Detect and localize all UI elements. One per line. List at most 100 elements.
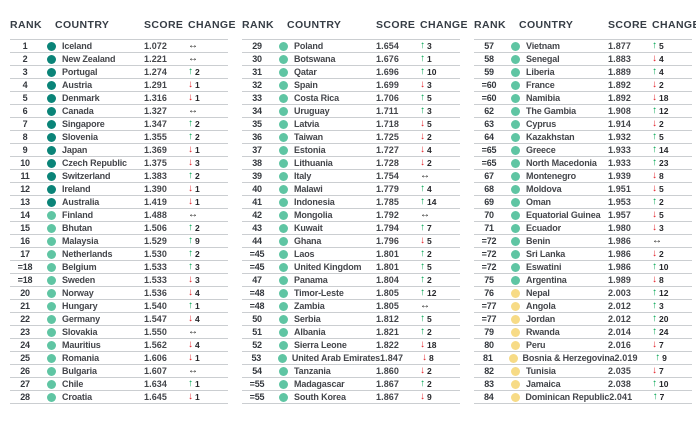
up-arrow-icon: ↑ (188, 248, 193, 259)
peace-tier-dot-icon (47, 197, 56, 207)
change-value: 5 (427, 93, 432, 103)
score-cell: 1.419 (144, 197, 168, 207)
score-cell: 1.530 (144, 249, 168, 259)
no-change-arrow-icon: ↔ (188, 105, 198, 116)
up-arrow-icon: ↑ (655, 352, 661, 363)
change-cell: ↑ 1 (420, 54, 460, 65)
score-cell: 1.654 (376, 41, 400, 51)
no-change-arrow-icon: ↔ (188, 209, 198, 220)
table-header: RANK COUNTRY SCORE CHANGE (10, 19, 236, 31)
score-cell: 1.540 (144, 301, 168, 311)
peace-tier-dot-icon (47, 80, 56, 90)
table-row: =18 Belgium 1.533 ↑ 3 (10, 260, 228, 273)
rank-cell: 41 (252, 197, 262, 207)
peace-tier-dot-icon (279, 275, 288, 285)
peace-tier-dot-icon (279, 119, 288, 129)
rank-cell: =48 (249, 301, 265, 311)
peace-tier-dot-icon (511, 80, 520, 90)
score-cell: 1.860 (376, 366, 400, 376)
country-cell: Ghana (294, 236, 322, 246)
change-cell: ↓ 7 (652, 340, 692, 351)
rank-cell: 52 (252, 340, 262, 350)
rank-cell: 54 (252, 366, 262, 376)
peace-tier-dot-icon (47, 184, 56, 194)
country-cell: Oman (526, 197, 551, 207)
change-value: 2 (659, 119, 664, 129)
change-value: 8 (428, 353, 434, 363)
change-cell: ↓ 8 (421, 352, 460, 364)
table-row: 75 Argentina 1.989 ↓ 8 (474, 273, 692, 286)
score-cell: 1.980 (608, 223, 632, 233)
change-value: 2 (195, 67, 200, 77)
change-cell: ↓ 5 (652, 210, 692, 221)
change-cell: ↑ 1 (188, 379, 228, 390)
score-cell: 1.932 (608, 132, 632, 142)
down-arrow-icon: ↓ (188, 339, 193, 350)
down-arrow-icon: ↓ (652, 170, 657, 181)
score-cell: 1.562 (144, 340, 168, 350)
peace-tier-dot-icon (511, 210, 520, 220)
score-cell: 1.779 (376, 184, 400, 194)
table-row: 14 Finland 1.488 ↔ (10, 208, 228, 221)
score-cell: 2.016 (608, 340, 632, 350)
down-arrow-icon: ↓ (420, 118, 425, 129)
header-rank: RANK (10, 19, 42, 31)
score-cell: 1.383 (144, 171, 168, 181)
change-value: 1 (195, 301, 200, 311)
up-arrow-icon: ↑ (420, 248, 425, 259)
rank-cell: 58 (484, 54, 494, 64)
header-score: SCORE (608, 19, 648, 31)
rank-cell: 84 (483, 392, 494, 402)
change-cell: ↑ 3 (188, 262, 228, 273)
country-cell: Taiwan (294, 132, 323, 142)
rank-cell: 33 (252, 93, 262, 103)
change-value: 2 (427, 379, 432, 389)
table-row: 42 Mongolia 1.792 ↔ (242, 208, 460, 221)
rank-cell: 70 (484, 210, 494, 220)
table-row: 43 Kuwait 1.794 ↑ 7 (242, 221, 460, 234)
peace-tier-dot-icon (279, 54, 288, 64)
rank-cell: 11 (20, 171, 30, 181)
table-row: =72 Sri Lanka 1.986 ↓ 2 (474, 247, 692, 260)
peace-tier-dot-icon (47, 340, 56, 350)
table-row: =48 Zambia 1.805 ↔ (242, 299, 460, 312)
peace-tier-dot-icon (279, 262, 288, 272)
no-change-arrow-icon: ↔ (420, 170, 430, 181)
rank-cell: 8 (22, 132, 28, 142)
score-cell: 1.529 (144, 236, 168, 246)
change-value: 8 (659, 171, 664, 181)
table-row: 76 Nepal 2.003 ↑ 12 (474, 286, 692, 299)
peace-tier-dot-icon (47, 171, 56, 181)
down-arrow-icon: ↓ (421, 352, 427, 363)
table-row: 62 The Gambia 1.908 ↑ 12 (474, 104, 692, 117)
rank-cell: =65 (481, 158, 497, 168)
table-row: 41 Indonesia 1.785 ↑ 14 (242, 195, 460, 208)
change-cell: ↔ (420, 301, 460, 311)
score-cell: 1.327 (144, 106, 168, 116)
rank-cell: 82 (484, 366, 494, 376)
rank-cell: 12 (20, 184, 30, 194)
table-row: 24 Mauritius 1.562 ↓ 4 (10, 338, 228, 351)
score-cell: 1.804 (376, 275, 400, 285)
peace-tier-dot-icon (279, 171, 288, 181)
change-cell: ↓ 4 (188, 288, 228, 299)
rank-cell: =72 (481, 262, 497, 272)
change-cell: ↔ (188, 106, 228, 116)
score-cell: 1.711 (376, 106, 399, 116)
table-header: RANK COUNTRY SCORE CHANGE (242, 19, 468, 31)
score-cell: 1.506 (144, 223, 168, 233)
change-value: 4 (659, 54, 664, 64)
down-arrow-icon: ↓ (420, 144, 425, 155)
change-cell: ↓ 1 (188, 353, 228, 364)
up-arrow-icon: ↑ (652, 144, 657, 155)
score-cell: 1.536 (144, 288, 168, 298)
up-arrow-icon: ↑ (188, 300, 193, 311)
up-arrow-icon: ↑ (188, 131, 193, 142)
table-row: 36 Taiwan 1.725 ↓ 2 (242, 130, 460, 143)
header-score: SCORE (376, 19, 416, 31)
change-cell: ↑ 2 (188, 67, 228, 78)
score-cell: 1.699 (376, 80, 400, 90)
table-row: =60 Namibia 1.892 ↓ 18 (474, 91, 692, 104)
down-arrow-icon: ↓ (652, 274, 657, 285)
